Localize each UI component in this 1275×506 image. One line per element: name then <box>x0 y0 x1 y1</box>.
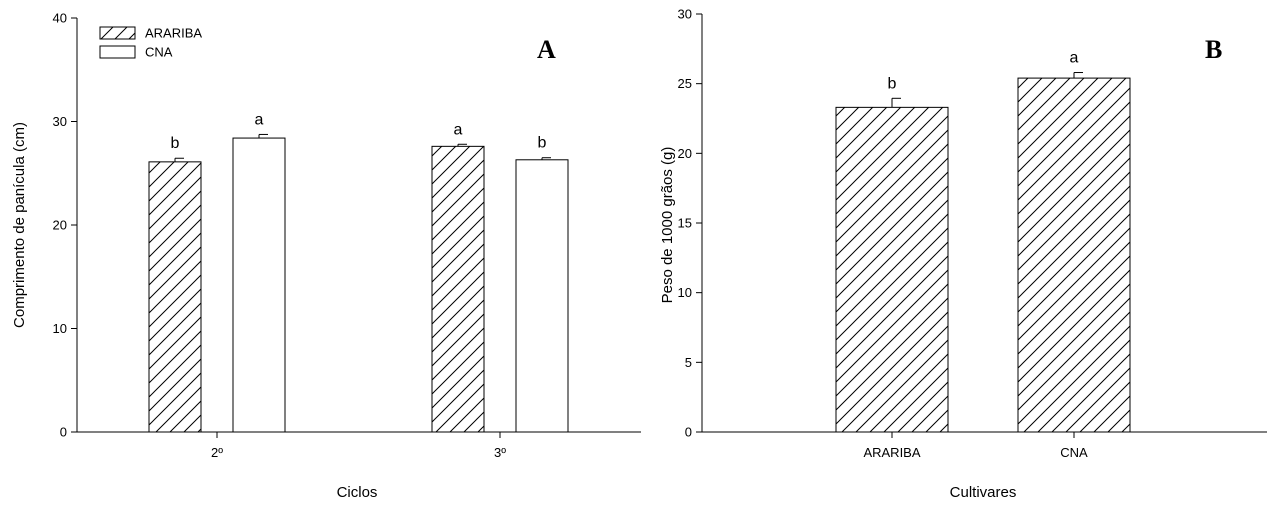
y-tick-label: 15 <box>678 216 692 231</box>
y-tick-label: 20 <box>678 146 692 161</box>
x-tick-label: ARARIBA <box>863 445 920 460</box>
significance-letter: a <box>255 111 264 128</box>
bar <box>835 106 949 433</box>
panel-b-x-axis: ARARIBA CNA <box>702 431 1267 460</box>
panel-a-y-axis: 0 10 20 30 40 <box>53 11 78 440</box>
legend-label-series-2: CNA <box>145 45 173 60</box>
bar <box>148 161 202 433</box>
y-tick-label: 30 <box>678 7 692 22</box>
x-tick-label: 3º <box>494 445 506 460</box>
significance-letter: b <box>888 75 897 92</box>
y-tick-label: 25 <box>678 76 692 91</box>
y-tick-label: 5 <box>685 355 692 370</box>
bar <box>515 159 569 433</box>
bar <box>1017 77 1131 433</box>
panel-b-letter: B <box>1205 35 1222 64</box>
y-tick-label: 30 <box>53 114 67 129</box>
panel-b-y-axis: 0 5 10 15 20 25 30 <box>678 7 703 440</box>
legend-swatch-ararība <box>99 26 136 40</box>
y-tick-label: 10 <box>53 321 67 336</box>
significance-letter: b <box>538 135 547 152</box>
panel-a-legend: ARARIBA CNA <box>99 26 202 60</box>
significance-letter: a <box>1070 50 1079 67</box>
significance-letter: b <box>171 135 180 152</box>
chart-panel-a: b a a b 0 10 20 30 40 2º 3º Ciclos Comprimento d… <box>11 11 641 501</box>
panel-a-bars: b a a b <box>148 111 569 433</box>
panel-b-x-title: Cultivares <box>950 484 1017 501</box>
bar <box>232 137 286 433</box>
x-tick-label: 2º <box>211 445 223 460</box>
y-tick-label: 0 <box>685 425 692 440</box>
bar <box>431 145 485 433</box>
panel-a-y-title: Comprimento de panícula (cm) <box>11 122 28 328</box>
panel-a-x-title: Ciclos <box>337 484 378 501</box>
legend-label-series-1: ARARIBA <box>145 26 202 41</box>
y-tick-label: 10 <box>678 285 692 300</box>
panel-a-letter: A <box>537 35 556 64</box>
significance-letter: a <box>454 121 463 138</box>
x-tick-label: CNA <box>1060 445 1088 460</box>
panel-b-bars: ba <box>835 50 1131 433</box>
panel-b-y-title: Peso de 1000 grãos (g) <box>659 147 676 304</box>
panel-a-x-axis: 2º 3º <box>77 431 641 460</box>
y-tick-label: 20 <box>53 218 67 233</box>
legend-swatch-cna <box>99 45 136 59</box>
y-tick-label: 0 <box>60 425 67 440</box>
y-tick-label: 40 <box>53 11 67 26</box>
